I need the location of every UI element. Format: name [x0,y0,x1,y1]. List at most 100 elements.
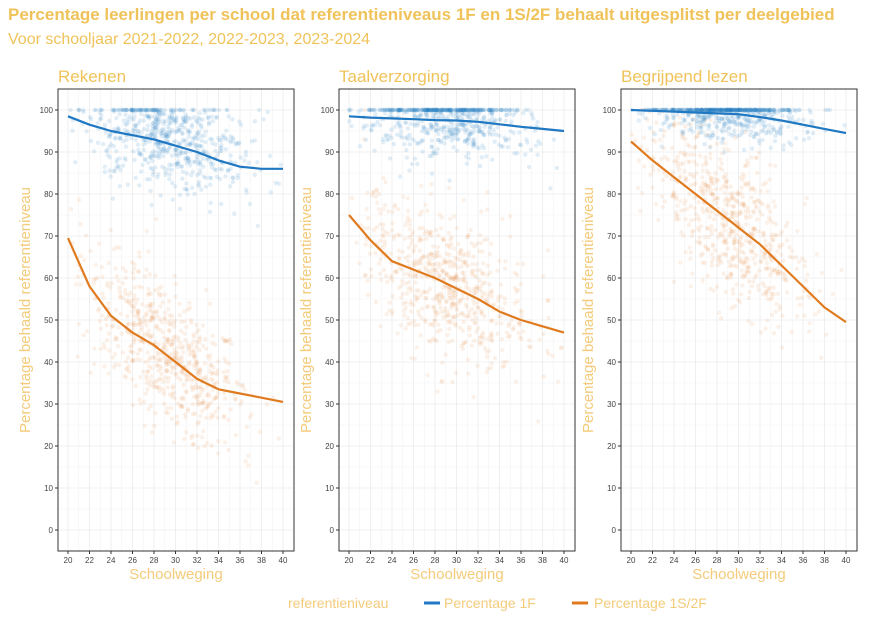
data-point [432,267,437,273]
data-point [148,154,154,159]
data-point [763,244,769,249]
data-point [728,107,733,113]
y-tick-label: 90 [325,148,334,157]
data-point [735,220,741,226]
data-point [421,126,427,131]
data-point [442,141,447,146]
data-point [763,256,768,261]
data-point [400,194,406,200]
data-point [140,107,145,113]
data-point [135,297,140,302]
data-point [697,241,702,246]
data-point [807,321,812,326]
data-point [131,149,136,154]
data-point [830,292,836,297]
x-axis-label: Schoolweging [692,566,785,583]
data-point [685,142,690,147]
data-point [78,221,83,227]
data-point [426,268,432,274]
data-point [156,144,161,150]
data-point [755,170,760,176]
data-point [170,111,175,116]
data-point [506,323,511,329]
data-point [458,257,463,263]
data-point [741,250,747,256]
data-point [416,107,421,113]
data-point [825,107,830,113]
data-point [195,136,201,141]
data-point [148,355,153,360]
data-point [496,107,501,113]
data-point [712,107,717,113]
data-point [431,113,436,118]
data-point [110,355,116,360]
data-point [784,107,789,113]
data-point [423,319,428,324]
data-point [164,147,170,153]
data-point [145,387,150,392]
data-point [735,107,740,113]
data-point [679,129,684,134]
data-point [718,258,723,263]
data-point [687,127,692,133]
data-point [526,344,532,349]
data-point [451,289,457,294]
data-point [196,445,201,451]
data-point [474,241,480,246]
data-point [688,126,694,131]
data-point [202,444,207,449]
data-point [163,172,168,177]
data-point [180,150,185,156]
data-point [528,147,534,152]
data-point [463,339,469,345]
data-point [714,179,720,184]
data-point [429,107,434,113]
data-point [741,275,746,280]
data-point [445,129,450,135]
data-point [106,371,111,376]
data-point [758,188,764,194]
data-point [234,379,240,385]
data-point [730,107,736,113]
data-point [175,401,181,406]
data-point [740,123,745,128]
data-point [130,402,136,408]
data-point [519,336,524,341]
data-point [381,267,387,272]
data-point [501,359,506,365]
data-point [737,201,742,207]
data-point [167,144,173,150]
data-point [144,267,149,272]
trend-line-1f [630,108,847,135]
data-point [732,304,738,309]
data-point [369,123,375,129]
data-point [158,357,163,362]
chart-title: Percentage leerlingen per school dat ref… [8,5,835,24]
data-point [152,125,157,130]
data-point [762,112,767,118]
data-point [722,150,727,155]
data-point [670,193,675,199]
data-point [733,107,739,113]
data-point [418,183,424,189]
data-point [502,363,507,369]
data-point [238,122,244,128]
data-point [721,136,726,141]
data-point [706,107,711,113]
data-point [460,270,465,275]
data-point [193,118,199,123]
data-point [387,107,392,113]
data-point [479,129,485,134]
data-point [411,109,417,115]
data-point [453,126,459,132]
data-point [201,174,206,179]
data-point [138,338,143,344]
data-point [710,133,716,138]
data-point [729,262,734,268]
data-point [196,179,202,184]
data-point [213,409,218,415]
data-point [398,129,404,135]
data-point [397,266,402,271]
data-point [635,186,641,191]
data-point [657,137,663,143]
